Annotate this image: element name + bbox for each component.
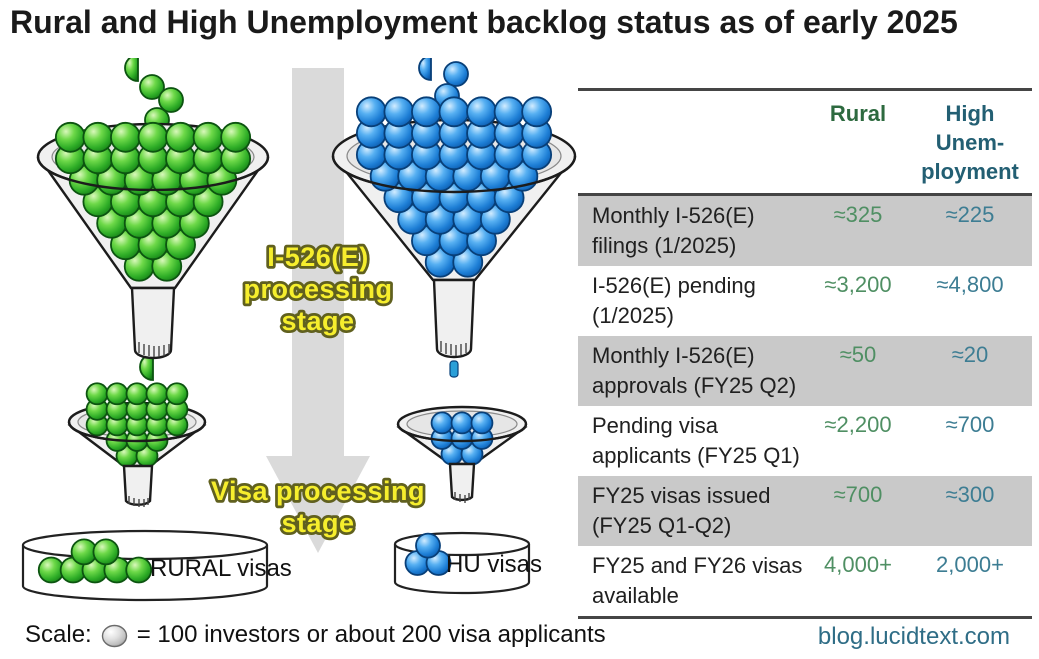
hu-value: ≈300 — [945, 482, 995, 507]
funnel-rural-pending — [36, 121, 270, 360]
funnel-hu-visa-queue — [396, 405, 528, 503]
svg-text:stage: stage — [281, 508, 354, 538]
rural-value: ≈2,200 — [824, 412, 892, 437]
row-label: Pending visa applicants (FY25 Q1) — [592, 413, 800, 468]
column-header-high-unemployment: High Unem- ployment — [921, 101, 1019, 184]
stage-label-visa-processing: Visa processing stage — [208, 473, 427, 541]
funnel-hu-pending — [331, 96, 577, 359]
svg-text:processing: processing — [243, 274, 392, 304]
table-row: Monthly I-526(E) filings (1/2025) ≈325 ≈… — [578, 196, 1032, 266]
row-label: FY25 visas issued (FY25 Q1-Q2) — [592, 483, 771, 538]
backlog-data-table: Rural High Unem- ployment Monthly I-526(… — [578, 88, 1032, 619]
hu-value: ≈700 — [945, 412, 995, 437]
rural-visa-queue-balls — [85, 382, 189, 468]
row-label: I-526(E) pending (1/2025) — [592, 273, 756, 328]
rural-value: ≈50 — [839, 342, 877, 367]
dish-hu-visas: HU visas — [393, 531, 542, 595]
dish-rural-visas: RURAL visas — [21, 529, 292, 602]
table-row: Monthly I-526(E) approvals (FY25 Q2) ≈50… — [578, 336, 1032, 406]
rural-value: ≈325 — [833, 202, 883, 227]
column-header-rural: Rural — [829, 101, 887, 126]
scale-legend: Scale: = 100 investors or about 200 visa… — [25, 621, 606, 649]
hu-visas-label: HU visas — [446, 551, 542, 578]
rural-visas-balls — [37, 538, 153, 584]
hu-value: ≈4,800 — [936, 272, 1004, 297]
rural-value: ≈700 — [833, 482, 883, 507]
funnel-illustration: RURAL visas HU visas I-526(E) processing… — [21, 58, 577, 602]
row-label: Monthly I-526(E) approvals (FY25 Q2) — [592, 343, 797, 398]
rural-value: 4,000+ — [824, 552, 892, 577]
table-row: Pending visa applicants (FY25 Q1) ≈2,200… — [578, 406, 1032, 476]
hu-visa-queue-balls — [430, 411, 494, 466]
scale-ball-icon — [101, 624, 127, 647]
hu-value: ≈20 — [951, 342, 989, 367]
svg-text:Visa processing: Visa processing — [211, 476, 425, 506]
funnel-rural-visa-queue — [67, 382, 207, 507]
process-flow-arrow — [266, 68, 370, 553]
page-title: Rural and High Unemployment backlog stat… — [10, 4, 958, 40]
table-row: FY25 visas issued (FY25 Q1-Q2) ≈700 ≈300 — [578, 476, 1032, 546]
hu-value: 2,000+ — [936, 552, 1004, 577]
table-header-row: Rural High Unem- ployment — [578, 91, 1032, 196]
table-row: FY25 and FY26 visas available 4,000+ 2,0… — [578, 546, 1032, 616]
scale-prefix-label: Scale: — [25, 621, 92, 648]
svg-text:stage: stage — [281, 306, 354, 336]
falling-balls-blue — [418, 58, 469, 378]
hu-visas-balls — [404, 532, 452, 576]
rural-visas-label: RURAL visas — [150, 555, 292, 582]
stage-label-i526-processing: I-526(E) processing stage — [241, 239, 395, 339]
hu-value: ≈225 — [945, 202, 995, 227]
scale-description-label: = 100 investors or about 200 visa applic… — [136, 621, 606, 648]
row-label: FY25 and FY26 visas available — [592, 553, 803, 608]
svg-text:I-526(E): I-526(E) — [267, 242, 369, 272]
table-row: I-526(E) pending (1/2025) ≈3,200 ≈4,800 — [578, 266, 1032, 336]
rural-value: ≈3,200 — [824, 272, 892, 297]
blue-trickle-drip — [449, 360, 459, 378]
blog-link[interactable]: blog.lucidtext.com — [817, 623, 1010, 650]
row-label: Monthly I-526(E) filings (1/2025) — [592, 203, 755, 258]
